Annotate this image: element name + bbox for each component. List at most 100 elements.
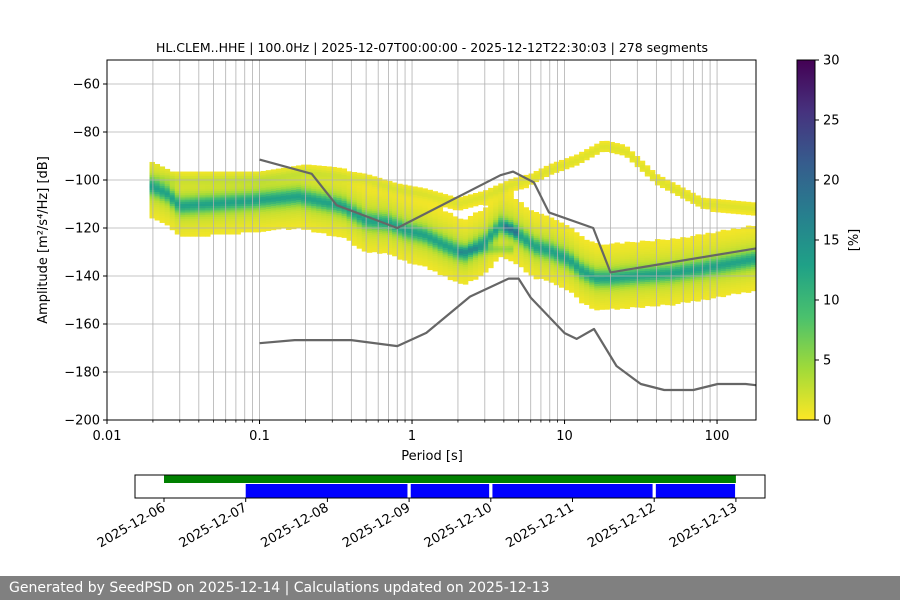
heatmap-cell [670, 294, 676, 298]
heatmap-cell [189, 184, 196, 188]
heatmap-cell [422, 203, 428, 206]
heatmap-cell [230, 216, 236, 220]
heatmap-cell [301, 194, 307, 198]
heatmap-cell [230, 171, 236, 175]
heatmap-cell [735, 239, 742, 243]
heatmap-cell [275, 172, 282, 176]
heatmap-cell [407, 241, 413, 245]
heatmap-cell [346, 188, 353, 192]
heatmap-cell [255, 208, 262, 211]
heatmap-cell [467, 241, 474, 245]
heatmap-cell [326, 166, 332, 169]
heatmap-cell [260, 212, 267, 215]
heatmap-cell [392, 195, 398, 198]
heatmap-cell [417, 219, 423, 223]
heatmap-cell [644, 240, 651, 244]
heatmap-cell [730, 273, 737, 277]
heatmap-cell [498, 194, 504, 197]
heatmap-cell [462, 245, 469, 248]
heatmap-cell [437, 242, 444, 245]
heatmap-cell [639, 257, 646, 261]
heatmap-cell [548, 267, 555, 270]
heatmap-cell [518, 217, 524, 220]
heatmap-cell [376, 184, 383, 187]
heatmap-cell [432, 197, 438, 201]
heatmap-cell [447, 277, 454, 281]
heatmap-cell [225, 216, 231, 220]
heatmap-cell [270, 212, 277, 216]
heatmap-cell [215, 178, 221, 181]
heatmap-cell [412, 236, 418, 239]
heatmap-cell [619, 265, 625, 268]
heatmap-cell [371, 200, 378, 203]
heatmap-cell [478, 267, 484, 270]
heatmap-cell [376, 199, 383, 202]
heatmap-cell [483, 198, 489, 202]
heatmap-cell [215, 197, 221, 200]
heatmap-cell [584, 300, 590, 303]
heatmap-cell [503, 250, 509, 253]
heatmap-cell [164, 168, 171, 172]
heatmap-cell [503, 228, 509, 232]
heatmap-cell [513, 231, 519, 234]
heatmap-cell [326, 190, 332, 193]
heatmap-cell [705, 241, 711, 244]
heatmap-cell [189, 225, 196, 229]
heatmap-cell [498, 239, 504, 243]
heatmap-cell [563, 246, 570, 250]
heatmap-cell [730, 267, 737, 270]
heatmap-cell [336, 210, 342, 214]
heatmap-cell [291, 183, 297, 186]
heatmap-cell [523, 261, 529, 264]
heatmap-cell [594, 256, 600, 259]
heatmap-cell [528, 212, 535, 215]
heatmap-cell [210, 195, 216, 198]
heatmap-cell [255, 195, 262, 198]
heatmap-cell [179, 216, 186, 220]
heatmap-cell [584, 252, 590, 256]
heatmap-cell [472, 225, 479, 228]
heatmap-cell [457, 220, 464, 224]
heatmap-cell [230, 219, 236, 222]
heatmap-cell [584, 153, 590, 156]
heatmap-cell [604, 145, 610, 148]
heatmap-cell [260, 179, 267, 183]
heatmap-cell [720, 257, 727, 261]
heatmap-cell [518, 243, 524, 246]
heatmap-cell [230, 201, 236, 205]
timeline-bars [164, 475, 736, 498]
heatmap-cell [245, 186, 251, 190]
heatmap-cell [654, 286, 661, 290]
heatmap-cell [387, 245, 393, 249]
heatmap-cell [336, 213, 342, 216]
heatmap-cell [518, 182, 524, 186]
heatmap-cell [528, 173, 535, 177]
heatmap-cell [245, 214, 251, 218]
heatmap-cell [291, 187, 297, 191]
heatmap-cell [260, 188, 267, 191]
heatmap-cell [331, 188, 337, 192]
heatmap-cell [639, 249, 646, 252]
heatmap-cell [361, 184, 368, 187]
heatmap-cell [195, 232, 201, 235]
heatmap-cell [387, 215, 393, 218]
heatmap-cell [301, 177, 307, 181]
heatmap-cell [326, 213, 332, 217]
heatmap-cell [740, 242, 747, 245]
heatmap-cell [215, 182, 221, 185]
heatmap-cell [710, 244, 716, 247]
heatmap-cell [533, 244, 540, 247]
heatmap-cell [341, 205, 348, 208]
heatmap-cell [245, 227, 251, 231]
heatmap-cell [220, 184, 226, 188]
heatmap-cell [291, 174, 297, 178]
heatmap-cell [462, 228, 469, 231]
heatmap-cell [366, 174, 373, 178]
heatmap-cell [715, 281, 722, 284]
heatmap-cell [533, 259, 540, 263]
heatmap-cell [361, 208, 368, 211]
heatmap-cell [356, 228, 363, 232]
heatmap-cell [250, 219, 257, 222]
heatmap-cell [250, 195, 257, 198]
heatmap-cell [275, 170, 282, 174]
